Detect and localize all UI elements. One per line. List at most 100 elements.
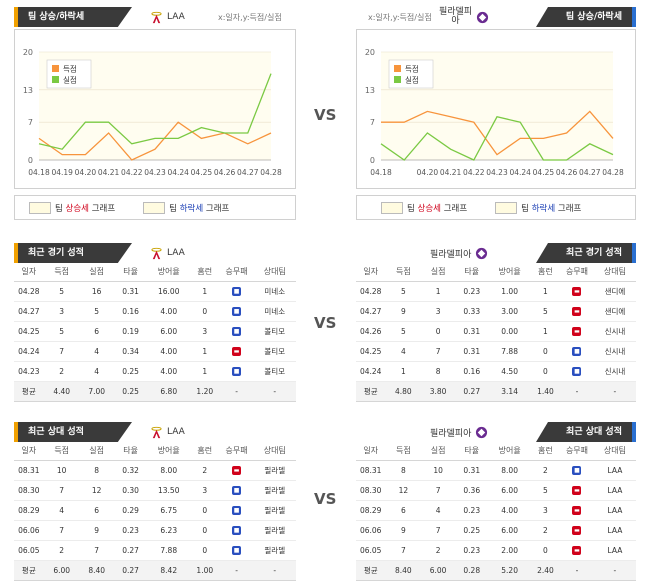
table-cell: 0 bbox=[189, 500, 220, 521]
table-cell: 12 bbox=[385, 480, 422, 501]
table-cell: 4.80 bbox=[385, 381, 422, 402]
legend-up-left: 팀 상승세 그래프 bbox=[29, 201, 115, 214]
table-cell: - bbox=[219, 381, 254, 402]
table-cell: 6.00 bbox=[421, 560, 455, 581]
col-header: 방어율 bbox=[147, 263, 190, 282]
table-cell: 0.29 bbox=[113, 500, 148, 521]
table-cell: 1 bbox=[189, 281, 220, 302]
table-cell: 5 bbox=[385, 321, 422, 342]
table-cell: 8 bbox=[79, 460, 114, 481]
table-cell: 5 bbox=[43, 321, 80, 342]
table-row: 04.24 1 8 0.16 4.50 0 ■ 신시내 bbox=[356, 361, 636, 382]
table-cell: 2 bbox=[43, 361, 80, 382]
table-cell: 필라델 bbox=[253, 480, 296, 501]
col-header: 승무패 bbox=[219, 442, 254, 461]
table-cell: 6.00 bbox=[147, 321, 190, 342]
col-header: 홈런 bbox=[530, 263, 561, 282]
table-cell: 06.05 bbox=[14, 540, 44, 561]
table-cell: 04.23 bbox=[14, 361, 44, 382]
table-cell: 04.27 bbox=[14, 301, 44, 322]
table-cell: 0 bbox=[530, 341, 561, 362]
legend-swatch bbox=[394, 76, 401, 83]
graph-up-icon bbox=[381, 201, 403, 214]
recent-table-right: 일자 득점 실점 타율 방어율 홈런 승무패 상대팀 04.28 5 1 0.23 1.00 1 ▬ 샌디에 0… bbox=[356, 263, 636, 402]
table-cell: 미네소 bbox=[253, 281, 296, 302]
table-cell: 5 bbox=[79, 301, 114, 322]
table-cell: 8.40 bbox=[385, 560, 422, 581]
table-row: 06.06 9 7 0.25 6.00 2 ▬ LAA bbox=[356, 520, 636, 541]
table-cell: 08.31 bbox=[356, 460, 386, 481]
col-header: 방어율 bbox=[147, 442, 190, 461]
col-header: 실점 bbox=[79, 263, 114, 282]
series-line-runs bbox=[381, 110, 614, 156]
table-cell: 08.31 bbox=[14, 460, 44, 481]
team-name-right-line2: 아 bbox=[451, 16, 460, 26]
table-cell: 0.31 bbox=[454, 341, 489, 362]
table-cell: 7.88 bbox=[147, 540, 190, 561]
lose-icon: ▬ bbox=[572, 506, 582, 515]
result-cell: ▬ bbox=[560, 281, 594, 302]
h2h-title-right: 최근 상대 성적 bbox=[536, 422, 636, 442]
table-cell: 미네소 bbox=[253, 301, 296, 322]
col-header: 타율 bbox=[454, 442, 489, 461]
table-cell: 4.00 bbox=[147, 361, 190, 382]
angels-halo-logo bbox=[151, 247, 162, 259]
table-cell: LAA bbox=[593, 460, 636, 481]
legend-frame bbox=[388, 59, 434, 89]
table-cell: 6.23 bbox=[147, 520, 190, 541]
table-cell: 8.42 bbox=[147, 560, 190, 581]
result-cell: ■ bbox=[219, 480, 254, 501]
win-icon: ■ bbox=[232, 546, 242, 555]
legend-label: 실점 bbox=[405, 75, 419, 85]
x-tick-label: 04.21 bbox=[440, 168, 462, 177]
table-cell: 9 bbox=[385, 520, 422, 541]
y-tick-label: 7 bbox=[28, 118, 33, 127]
x-tick-label: 04.28 bbox=[602, 168, 624, 177]
table-cell: 0.28 bbox=[454, 560, 489, 581]
table-row: 04.23 2 4 0.25 4.00 1 ■ 볼티모 bbox=[14, 361, 296, 382]
h2h-table-right: 일자 득점 실점 타율 방어율 홈런 승무패 상대팀 08.31 8 10 0.31 8.00 2 ■ LAA… bbox=[356, 442, 636, 581]
vs-label-3: VS bbox=[314, 490, 337, 508]
col-header: 방어율 bbox=[488, 263, 531, 282]
col-header: 실점 bbox=[79, 442, 114, 461]
result-cell: ■ bbox=[219, 281, 254, 302]
win-icon: ■ bbox=[572, 367, 582, 376]
col-header: 타율 bbox=[113, 263, 148, 282]
table-cell: 1 bbox=[421, 281, 455, 302]
table-row: 04.27 9 3 0.33 3.00 5 ▬ 샌디에 bbox=[356, 301, 636, 322]
lose-icon: ▬ bbox=[572, 307, 582, 316]
table-cell: 1.00 bbox=[488, 281, 531, 302]
table-row: 04.24 7 4 0.34 4.00 1 ▬ 볼티모 bbox=[14, 341, 296, 362]
table-cell: 0.27 bbox=[454, 381, 489, 402]
lose-icon: ▬ bbox=[232, 347, 242, 356]
table-cell: 4 bbox=[385, 341, 422, 362]
legend-label: 득점 bbox=[63, 64, 77, 74]
graph-down-icon bbox=[143, 201, 166, 214]
graph-down-icon bbox=[495, 201, 518, 214]
table-cell: 1.40 bbox=[530, 381, 561, 402]
x-tick-label: 04.26 bbox=[214, 168, 236, 177]
x-tick-label: 04.20 bbox=[417, 168, 439, 177]
table-cell: 7 bbox=[43, 341, 80, 362]
trend-title-right: 팀 상승/하락세 bbox=[536, 7, 636, 27]
team-name-left: LAA bbox=[167, 12, 185, 22]
table-cell: 7 bbox=[43, 520, 80, 541]
trend-legend-left: 팀 상승세 그래프 팀 하락세 그래프 bbox=[14, 195, 296, 220]
table-row: 08.31 8 10 0.31 8.00 2 ■ LAA bbox=[356, 460, 636, 481]
h2h-team-left: LAA bbox=[150, 422, 185, 442]
table-row: 06.06 7 9 0.23 6.23 0 ■ 필라델 bbox=[14, 520, 296, 541]
table-cell: 0.25 bbox=[113, 381, 148, 402]
table-cell: 5 bbox=[43, 281, 80, 302]
recent-panel-left: 최근 경기 성적 LAA 일자 득점 실점 타율 방어율 홈런 승무패 상대팀 04.28 5 16… bbox=[14, 243, 296, 402]
table-cell: 2 bbox=[43, 540, 80, 561]
legend-frame bbox=[46, 59, 92, 89]
table-cell: 08.29 bbox=[14, 500, 44, 521]
table-cell: LAA bbox=[593, 480, 636, 501]
x-tick-label: 04.18 bbox=[28, 168, 50, 177]
win-icon: ■ bbox=[232, 506, 242, 515]
table-row: 08.30 12 7 0.36 6.00 5 ▬ LAA bbox=[356, 480, 636, 501]
trend-chart-box-right: 0 7 13 20 04.18 04.20 04.21 04.22 04.23 04.24 04.2… bbox=[356, 29, 636, 189]
col-header: 홈런 bbox=[530, 442, 561, 461]
